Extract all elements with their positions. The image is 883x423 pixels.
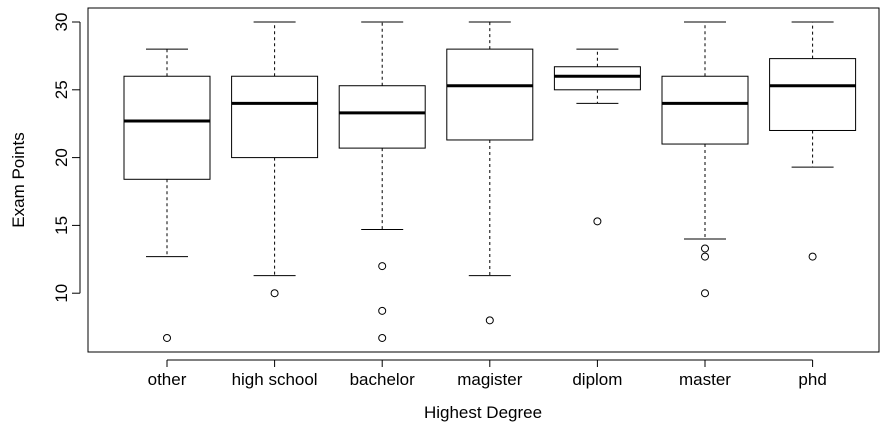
x-tick-label: phd	[798, 370, 826, 389]
x-tick-label: other	[148, 370, 187, 389]
box-group	[553, 48, 641, 226]
y-tick-label: 15	[52, 216, 71, 235]
x-tick-label: master	[679, 370, 731, 389]
y-tick-label: 25	[52, 80, 71, 99]
outlier-point	[701, 244, 709, 253]
iqr-box	[231, 75, 319, 159]
y-tick-label: 30	[52, 13, 71, 32]
x-tick-label: bachelor	[350, 370, 416, 389]
box-group	[769, 21, 857, 261]
box-group	[661, 21, 749, 298]
box-group	[231, 21, 319, 298]
iqr-box	[446, 48, 534, 141]
outlier-point	[378, 306, 387, 315]
y-tick-label: 20	[52, 148, 71, 167]
outlier-point	[378, 262, 387, 271]
box-group	[123, 48, 211, 342]
outlier-point	[593, 217, 602, 226]
outlier-point	[163, 333, 171, 342]
box-group	[338, 21, 426, 342]
x-axis-label: Highest Degree	[424, 403, 542, 422]
outlier-point	[701, 252, 709, 261]
outlier-point	[485, 316, 494, 325]
outlier-point	[378, 333, 387, 342]
x-tick-label: magister	[457, 370, 523, 389]
outlier-point	[701, 289, 709, 298]
box-group	[446, 21, 534, 325]
x-tick-label: high school	[232, 370, 318, 389]
outlier-point	[808, 252, 817, 261]
iqr-box	[553, 66, 641, 91]
y-axis: 10 15 20 25 30	[52, 13, 81, 303]
iqr-box	[769, 58, 857, 131]
outlier-point	[270, 289, 279, 298]
iqr-box	[338, 85, 426, 149]
iqr-box	[123, 75, 211, 180]
boxes	[123, 21, 857, 342]
y-tick-label: 10	[52, 284, 71, 303]
x-tick-label: diplom	[572, 370, 622, 389]
y-axis-label: Exam Points	[9, 132, 28, 227]
x-axis: other high school bachelor magister diplom ma…	[148, 359, 827, 389]
iqr-box	[661, 75, 749, 145]
plot-frame	[87, 7, 880, 353]
